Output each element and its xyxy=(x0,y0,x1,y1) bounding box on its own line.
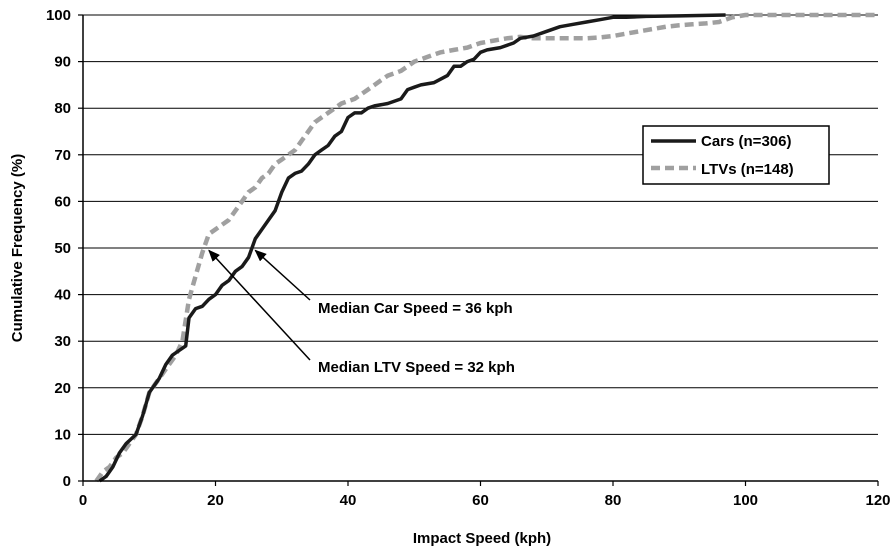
y-tick-label: 20 xyxy=(54,380,71,397)
x-tick-label: 40 xyxy=(340,492,357,509)
x-tick-label: 100 xyxy=(733,492,758,509)
y-tick-label: 90 xyxy=(54,54,71,71)
x-axis-title: Impact Speed (kph) xyxy=(413,530,551,547)
y-tick-label: 40 xyxy=(54,287,71,304)
x-tick-label: 20 xyxy=(207,492,224,509)
x-tick-label: 0 xyxy=(79,492,87,509)
series-line-ltvs xyxy=(94,12,878,483)
annotation-arrow-car xyxy=(254,249,311,301)
y-axis-title: Cumulative Frequency (%) xyxy=(9,154,26,342)
y-tick-label: 80 xyxy=(54,100,71,117)
y-tick-label: 10 xyxy=(54,426,71,443)
legend-box xyxy=(642,125,830,185)
y-tick-label: 30 xyxy=(54,333,71,350)
y-tick-label: 70 xyxy=(54,147,71,164)
x-tick-label: 80 xyxy=(605,492,622,509)
legend-label-cars: Cars (n=306) xyxy=(701,133,791,150)
legend-label-ltvs: LTVs (n=148) xyxy=(701,161,794,178)
x-tick-label: 120 xyxy=(865,492,890,509)
y-tick-label: 0 xyxy=(63,473,71,490)
series-layer xyxy=(94,12,878,483)
y-tick-label: 50 xyxy=(54,240,71,257)
annotation-arrow-ltv xyxy=(208,249,311,361)
annotation-median-ltv-speed: Median LTV Speed = 32 kph xyxy=(318,359,515,376)
annotation-layer: Median Car Speed = 36 kph Median LTV Spee… xyxy=(208,249,515,376)
y-tick-label: 60 xyxy=(54,193,71,210)
y-tick-label: 100 xyxy=(46,7,71,24)
grid-layer xyxy=(83,14,878,482)
axis-layer: 0 10 20 30 40 50 60 70 80 90 100 0 20 40 60 80 100 120 xyxy=(46,7,891,509)
x-tick-label: 60 xyxy=(472,492,489,509)
series-line-cars xyxy=(98,13,726,483)
legend: Cars (n=306) LTVs (n=148) xyxy=(642,125,830,185)
annotation-median-car-speed: Median Car Speed = 36 kph xyxy=(318,300,513,317)
